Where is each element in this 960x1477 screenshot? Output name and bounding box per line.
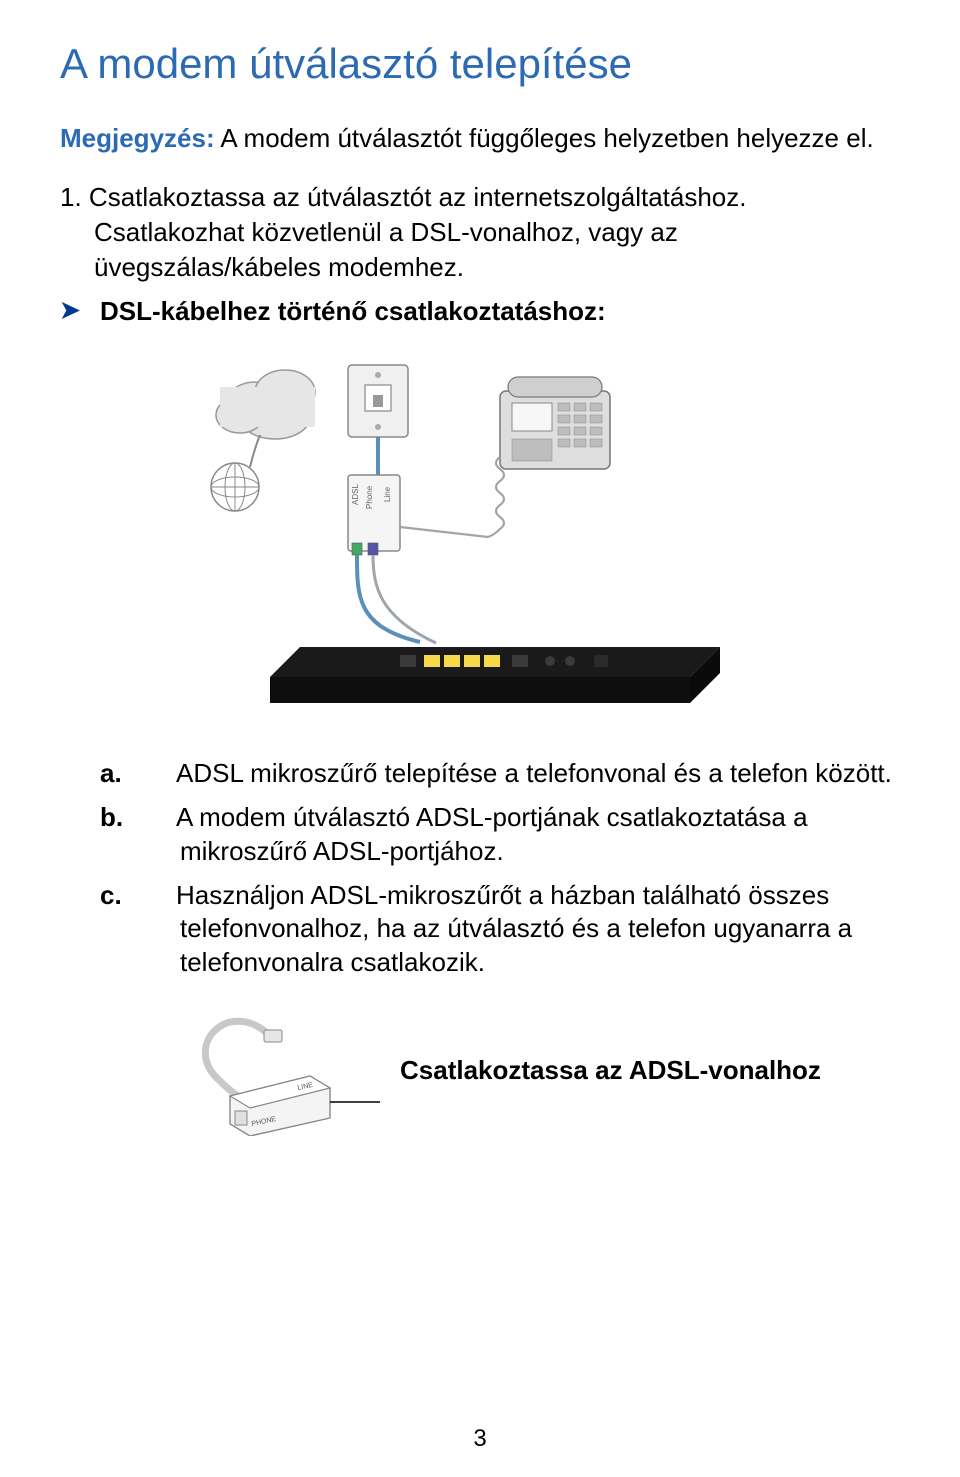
globe-icon (211, 463, 259, 511)
splitter-label-adsl: ADSL (351, 484, 360, 505)
globe-cloud-link (250, 435, 260, 467)
step-1-num: 1. (60, 182, 82, 212)
title-text: A modem útválasztó telepítése (60, 40, 632, 87)
filter-plug (264, 1030, 282, 1042)
substep-b: b.A modem útválasztó ADSL-portjának csat… (140, 801, 900, 869)
filter-art: LINE PHONE (180, 1006, 380, 1136)
cable-splitter-phone (373, 555, 436, 643)
substeps-list: a.ADSL mikroszűrő telepítése a telefonvo… (60, 757, 900, 980)
note-paragraph: Megjegyzés: A modem útválasztót függőleg… (60, 122, 900, 156)
splitter-icon: ADSL Phone Line (348, 475, 400, 555)
phone-icon (500, 377, 610, 469)
page-title: A modem útválasztó telepítése (60, 40, 900, 88)
step-1: 1. Csatlakoztassa az útválasztót az inte… (60, 180, 900, 285)
substep-c: c.Használjon ADSL-mikroszűrőt a házban t… (140, 879, 900, 980)
substep-a: a.ADSL mikroszűrő telepítése a telefonvo… (140, 757, 900, 791)
substep-a-label: a. (140, 757, 176, 791)
phone-cord (400, 457, 504, 537)
note-label: Megjegyzés: (60, 123, 215, 153)
note-text: A modem útválasztót függőleges helyzetbe… (220, 123, 873, 153)
microfilter-icon: LINE PHONE (230, 1076, 330, 1136)
connection-diagram: ADSL Phone Line (200, 347, 760, 727)
connection-diagram-wrap: ADSL Phone Line (60, 347, 900, 727)
splitter-label-phone: Phone (365, 485, 374, 509)
page-number: 3 (0, 1425, 960, 1453)
diagram-svg: ADSL Phone Line (200, 347, 760, 727)
substep-a-text: ADSL mikroszűrő telepítése a telefonvona… (176, 758, 892, 788)
filter-row: LINE PHONE Csatlakoztassa az ADSL-vonalh… (60, 1006, 900, 1136)
substep-c-text: Használjon ADSL-mikroszűrőt a házban tal… (176, 880, 852, 978)
dsl-bullet: DSL-kábelhez történő csatlakoztatáshoz: (60, 295, 900, 329)
filter-caption: Csatlakoztassa az ADSL-vonalhoz (400, 1055, 821, 1086)
cloud-icon (216, 370, 315, 439)
substep-c-label: c. (140, 879, 176, 913)
substep-b-label: b. (140, 801, 176, 835)
wall-jack-icon (348, 365, 408, 437)
filter-svg: LINE PHONE (180, 1006, 380, 1136)
splitter-label-line: Line (383, 486, 392, 502)
step-1-text: Csatlakoztassa az útválasztót az interne… (89, 182, 747, 282)
router-icon (270, 647, 720, 703)
substep-b-text: A modem útválasztó ADSL-portjának csatla… (176, 802, 808, 866)
dsl-bullet-text: DSL-kábelhez történő csatlakoztatáshoz: (100, 296, 606, 326)
